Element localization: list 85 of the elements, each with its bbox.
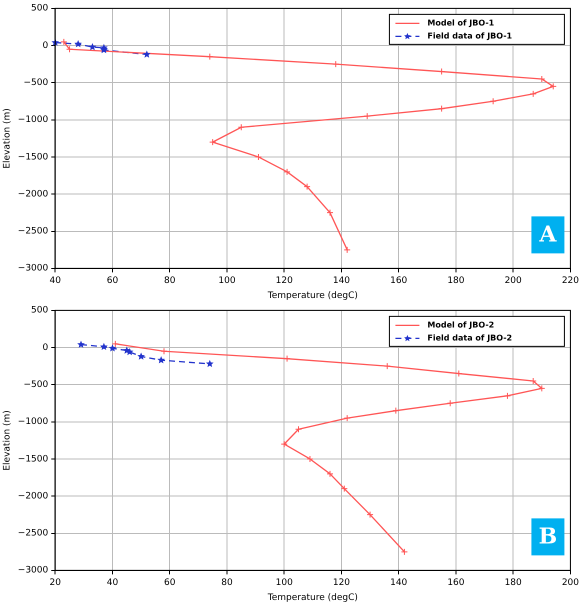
x-tick-label: 80	[221, 578, 233, 588]
point	[209, 138, 216, 146]
x-tick-label: 80	[164, 276, 176, 286]
point	[344, 414, 351, 422]
point	[438, 105, 446, 112]
point	[550, 82, 557, 90]
y-axis-title: Elevation (m)	[2, 108, 13, 169]
point	[137, 352, 145, 360]
y-axis-title: Elevation (m)	[2, 410, 13, 471]
point	[254, 153, 262, 160]
y-tick-label: −2500	[18, 528, 49, 539]
y-tick-label: 500	[31, 4, 49, 14]
legend-label: Field data of JBO-2	[427, 333, 512, 342]
point	[284, 355, 291, 362]
y-tick-label: 0	[42, 342, 49, 353]
point	[143, 50, 151, 58]
y-tick-label: −2500	[18, 226, 49, 237]
x-axis-title: Temperature (degC)	[266, 592, 358, 603]
point	[284, 168, 291, 176]
x-tick-label: 100	[218, 276, 236, 286]
y-tick-label: −500	[24, 78, 49, 88]
point	[384, 362, 391, 370]
annotation: A	[538, 222, 558, 248]
x-tick-label: 140	[390, 578, 408, 588]
point	[366, 511, 374, 518]
point	[538, 384, 546, 392]
y-tick-label: −1000	[18, 417, 49, 428]
point	[446, 400, 454, 407]
point	[280, 440, 288, 448]
point	[100, 342, 108, 350]
point	[157, 356, 165, 364]
legend-label: Field data of JBO-1	[427, 31, 513, 40]
y-tick-label: −1500	[18, 454, 49, 464]
point	[306, 455, 314, 462]
x-tick-label: 200	[504, 276, 522, 286]
point	[108, 344, 116, 352]
y-tick-label: −2000	[18, 189, 49, 200]
y-tick-label: −3000	[18, 566, 49, 576]
annotation: B	[538, 524, 558, 550]
point	[304, 183, 311, 190]
point	[530, 90, 537, 98]
x-tick-label: 140	[332, 276, 350, 286]
x-tick-label: 20	[50, 578, 62, 588]
point	[504, 392, 511, 400]
point	[160, 348, 168, 355]
x-tick-label: 120	[276, 276, 294, 286]
point	[490, 98, 497, 105]
x-tick-label: 160	[390, 276, 408, 286]
point	[530, 377, 537, 384]
point	[340, 485, 348, 492]
x-tick-label: 40	[106, 578, 118, 588]
x-tick-label: 180	[504, 578, 522, 588]
point	[74, 40, 82, 48]
y-tick-label: 500	[31, 306, 49, 316]
point	[326, 209, 334, 216]
x-tick-label: 200	[562, 578, 580, 588]
point	[332, 60, 340, 68]
point	[206, 53, 214, 60]
x-tick-label: 60	[164, 578, 176, 588]
legend-label: Model of JBO-1	[427, 18, 495, 28]
point	[392, 407, 400, 414]
y-tick-label: −2000	[18, 491, 49, 502]
legend-label: Model of JBO-2	[427, 320, 494, 330]
point	[238, 124, 245, 131]
y-tick-label: −500	[24, 380, 49, 390]
point	[206, 360, 214, 368]
y-tick-label: −3000	[18, 264, 49, 274]
point	[364, 112, 371, 120]
x-tick-label: 220	[562, 276, 580, 286]
x-tick-label: 60	[106, 276, 118, 286]
x-tick-label: 40	[50, 276, 62, 286]
x-tick-label: 120	[332, 578, 350, 588]
x-tick-label: 160	[447, 578, 465, 588]
y-tick-label: 0	[42, 40, 49, 51]
x-tick-label: 180	[447, 276, 465, 286]
point	[66, 46, 74, 53]
point	[295, 426, 302, 433]
x-tick-label: 100	[276, 578, 294, 588]
point	[326, 470, 334, 478]
y-tick-label: −1000	[18, 115, 49, 126]
point	[88, 43, 96, 50]
point	[538, 75, 546, 82]
y-tick-label: −1500	[18, 152, 49, 162]
x-axis-title: Temperature (degC)	[266, 290, 358, 301]
point	[77, 340, 85, 348]
